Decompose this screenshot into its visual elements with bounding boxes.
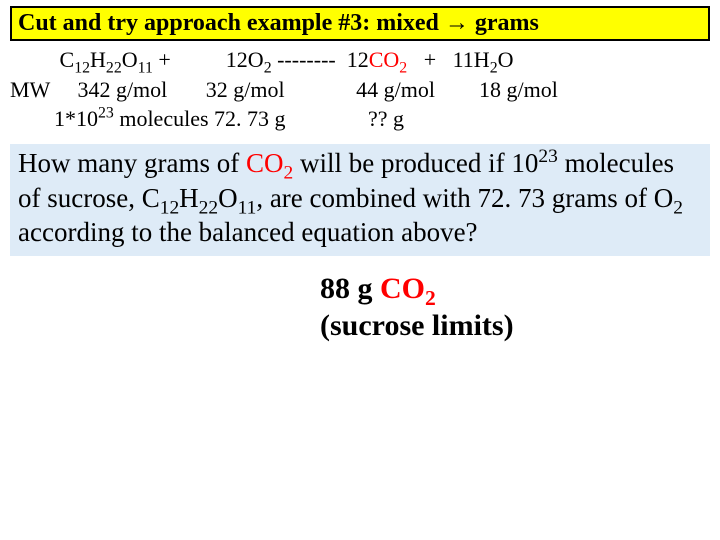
- r1-o2: 12O: [226, 47, 264, 72]
- answer-block: 88 g CO2 (sucrose limits): [320, 270, 710, 345]
- r1-h2: 2: [490, 59, 498, 76]
- eq-r2: MW 342 g/mol 32 g/mol 44 g/mol 18 g/mol: [10, 77, 558, 102]
- a1b: CO: [380, 272, 425, 305]
- qp3b: H: [179, 183, 199, 213]
- r1-h: H: [90, 47, 106, 72]
- answer-line2: (sucrose limits): [320, 307, 710, 345]
- r1-12: 12: [347, 47, 369, 72]
- co2-red: CO2: [369, 47, 407, 72]
- mw2: 32 g/mol: [206, 77, 285, 102]
- r1-s3: 11: [138, 59, 153, 76]
- r1-c: C: [60, 47, 75, 72]
- r1-s1: 12: [74, 59, 90, 76]
- qs22: 22: [199, 197, 218, 218]
- q-co2: CO2: [246, 148, 293, 178]
- r1-dash: --------: [272, 47, 342, 72]
- a1s: 2: [425, 286, 436, 310]
- mw: MW: [10, 77, 50, 102]
- q1e: 23: [98, 105, 114, 122]
- equation-block: C12H22O11 + 12O2 -------- 12CO2 + 11H2O …: [10, 45, 710, 134]
- r1-h2o: 11H: [453, 47, 490, 72]
- q2: 72. 73 g: [214, 106, 286, 131]
- a-co2: CO2: [380, 272, 436, 305]
- title-bar: Cut and try approach example #3: mixed →…: [10, 6, 710, 41]
- qo2: 2: [673, 197, 683, 218]
- a1a: 88 g: [320, 272, 380, 305]
- r1-co: CO: [369, 47, 400, 72]
- title-arrow: →: [445, 10, 469, 36]
- eq-r1: C12H22O11 + 12O2 -------- 12CO2 + 11H2O: [10, 47, 514, 72]
- title-post: grams: [469, 10, 539, 36]
- qcos: 2: [283, 162, 293, 183]
- qs11: 11: [238, 197, 257, 218]
- qp3c: O: [218, 183, 238, 213]
- qp4: , are combined with 72. 73 grams of O: [256, 183, 673, 213]
- qp5: according to the balanced equation above…: [18, 217, 478, 247]
- question-box: How many grams of CO2 will be produced i…: [10, 144, 710, 256]
- qs12: 12: [160, 197, 179, 218]
- r1-o: O: [122, 47, 138, 72]
- r1-plus2: +: [407, 47, 452, 72]
- r1-o2s: 2: [264, 59, 272, 76]
- r1-cos: 2: [399, 59, 407, 76]
- r1-s2: 22: [106, 59, 122, 76]
- r1-plus1: +: [153, 47, 176, 72]
- answer-line1: 88 g CO2: [320, 270, 710, 308]
- mw3: 44 g/mol: [356, 77, 435, 102]
- mw4: 18 g/mol: [479, 77, 558, 102]
- slide: Cut and try approach example #3: mixed →…: [0, 0, 720, 540]
- qe23: 23: [538, 146, 557, 167]
- r1-oo: O: [498, 47, 514, 72]
- qco: CO: [246, 148, 284, 178]
- q1b: molecules: [114, 106, 209, 131]
- mw1: 342 g/mol: [77, 77, 167, 102]
- eq-r3: 1*1023 molecules 72. 73 g ?? g: [10, 106, 404, 131]
- qp1: How many grams of: [18, 148, 246, 178]
- title-pre: Cut and try approach example #3: mixed: [18, 10, 445, 36]
- qp2: will be produced if 10: [293, 148, 538, 178]
- q1a: 1*10: [54, 106, 98, 131]
- q3: ?? g: [368, 106, 404, 131]
